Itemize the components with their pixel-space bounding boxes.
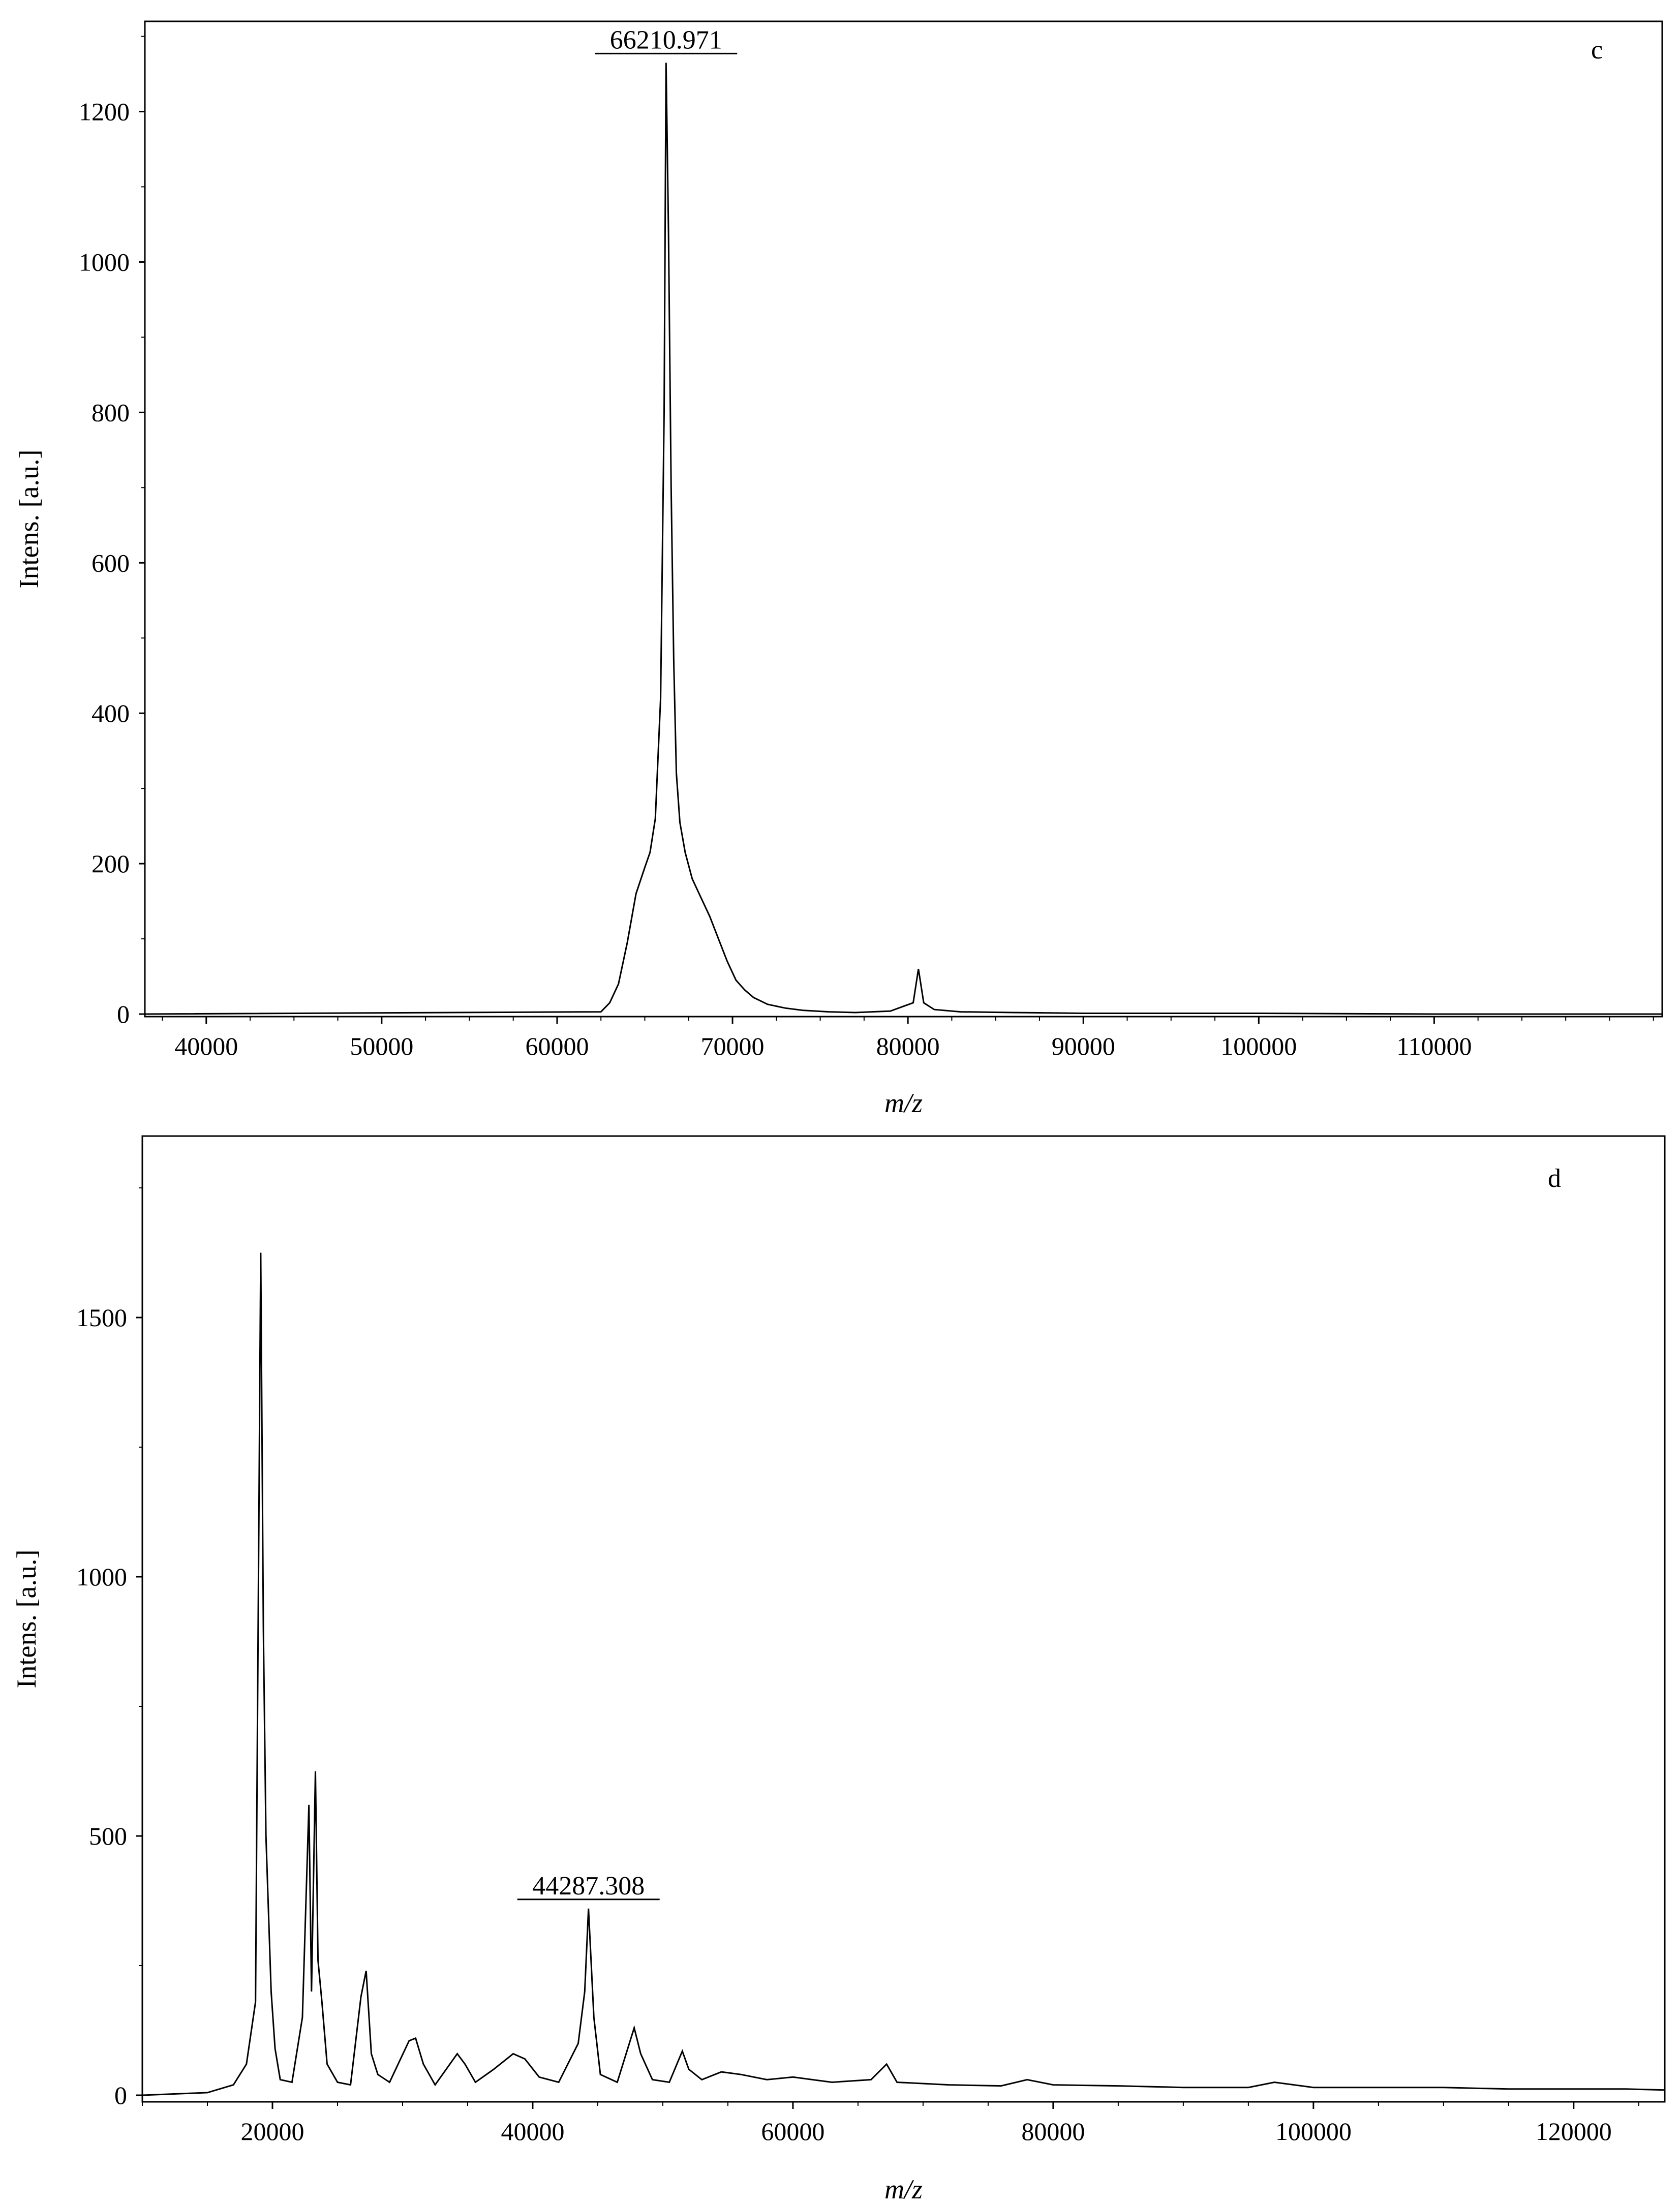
x-tick-label-c: 90000: [1052, 1032, 1115, 1060]
spectrum-panel-d: 0 500 1000 1500 20000 40000 60000 80000 100000 12…: [0, 1118, 1680, 2204]
peak-annotation-label-d: 44287.308: [532, 1872, 645, 1901]
peak-annotation-label-c: 66210.971: [610, 25, 722, 54]
y-tick-label-c: 200: [91, 849, 130, 878]
y-tick-label-d: 1500: [76, 1303, 127, 1332]
x-tick-label-c: 110000: [1396, 1032, 1472, 1060]
x-axis-label-d: m/z: [884, 2174, 923, 2204]
x-tick-label-c: 80000: [876, 1032, 940, 1060]
x-tick-label-c: 70000: [701, 1032, 765, 1060]
x-tick-label-d: 20000: [240, 2117, 304, 2146]
x-tick-label-c: 40000: [174, 1032, 238, 1060]
y-axis-label-d: Intens. [a.u.]: [11, 1550, 42, 1689]
y-tick-label-c: 800: [91, 398, 130, 426]
panel-letter-c: c: [1591, 36, 1603, 65]
spectrum-trace-c: [144, 63, 1662, 1015]
x-tick-label-d: 40000: [501, 2117, 564, 2146]
y-tick-label-d: 500: [89, 1822, 127, 1850]
panel-letter-d: d: [1548, 1164, 1561, 1193]
x-tick-label-d: 60000: [761, 2117, 824, 2146]
x-tick-label-d: 80000: [1021, 2117, 1085, 2146]
y-tick-label-c: 400: [91, 699, 130, 727]
y-tick-label-c: 0: [117, 1000, 130, 1028]
spectrum-panel-c: 0 200 400 600 800 1000 1200 40000 50000 60000 7000…: [14, 20, 1663, 1118]
y-tick-label-d: 0: [114, 2081, 127, 2109]
x-tick-label-d: 120000: [1536, 2117, 1612, 2146]
y-tick-label-d: 1000: [76, 1563, 127, 1591]
y-tick-label-c: 1200: [79, 98, 130, 126]
spectrum-trace-d: [142, 1252, 1665, 2096]
y-tick-label-c: 600: [91, 548, 130, 577]
plot-frame-c: [144, 20, 1663, 1018]
x-tick-label-d: 100000: [1275, 2117, 1352, 2146]
y-tick-label-c: 1000: [79, 248, 130, 276]
y-axis-label-c: Intens. [a.u.]: [14, 450, 44, 589]
spectrum-chart-c: 0 200 400 600 800 1000 1200 40000 50000 60000 7000…: [14, 20, 1663, 1118]
x-axis-label-c: m/z: [884, 1088, 923, 1118]
x-tick-label-c: 50000: [350, 1032, 413, 1060]
spectrum-chart-d: 0 500 1000 1500 20000 40000 60000 80000 100000 12…: [11, 1135, 1666, 2204]
x-tick-label-c: 60000: [525, 1032, 589, 1060]
plot-frame-d: [141, 1135, 1666, 2103]
x-tick-label-c: 100000: [1220, 1032, 1297, 1060]
